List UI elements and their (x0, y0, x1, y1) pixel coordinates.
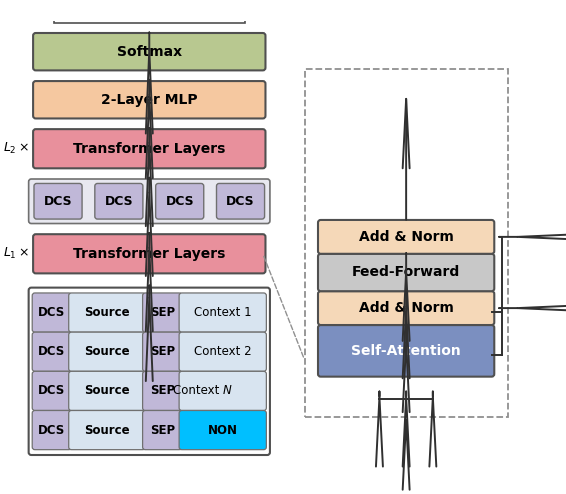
Bar (54, 0, 245, 23)
Bar (305, 70, 508, 417)
FancyBboxPatch shape (32, 332, 71, 371)
FancyBboxPatch shape (179, 411, 267, 450)
FancyBboxPatch shape (143, 371, 182, 411)
Text: Source: Source (84, 345, 130, 358)
Text: Self-Attention: Self-Attention (351, 344, 461, 358)
Text: Context 2: Context 2 (194, 345, 251, 358)
Text: $L_1\times$: $L_1\times$ (3, 246, 29, 261)
Bar (103, 0, 123, 20)
Text: Context: Context (173, 384, 223, 397)
FancyBboxPatch shape (33, 81, 265, 119)
Text: Source: Source (84, 306, 130, 319)
Text: Softmax: Softmax (117, 44, 182, 59)
FancyBboxPatch shape (217, 183, 264, 219)
FancyBboxPatch shape (33, 234, 265, 273)
Text: 2-Layer MLP: 2-Layer MLP (101, 93, 198, 107)
FancyBboxPatch shape (179, 293, 267, 332)
FancyBboxPatch shape (29, 179, 270, 223)
FancyBboxPatch shape (32, 411, 71, 450)
Text: DCS: DCS (38, 423, 66, 437)
Text: SEP: SEP (149, 423, 175, 437)
Text: DCS: DCS (38, 345, 66, 358)
FancyBboxPatch shape (143, 411, 182, 450)
Text: Context 1: Context 1 (194, 306, 251, 319)
Text: Add & Norm: Add & Norm (359, 301, 453, 315)
Text: Source: Source (84, 423, 130, 437)
FancyBboxPatch shape (318, 220, 494, 254)
FancyBboxPatch shape (156, 183, 204, 219)
Text: NON: NON (208, 423, 238, 437)
FancyBboxPatch shape (68, 411, 145, 450)
Text: Add & Norm: Add & Norm (359, 230, 453, 244)
Text: DCS: DCS (38, 384, 66, 397)
FancyBboxPatch shape (318, 325, 494, 376)
FancyBboxPatch shape (179, 371, 267, 411)
Bar (66, 0, 87, 20)
Text: SEP: SEP (149, 384, 175, 397)
FancyBboxPatch shape (29, 288, 270, 455)
Text: DCS: DCS (38, 306, 66, 319)
Bar (139, 4, 159, 20)
Bar (176, 0, 196, 20)
FancyBboxPatch shape (68, 332, 145, 371)
FancyBboxPatch shape (318, 254, 494, 291)
FancyBboxPatch shape (33, 129, 265, 168)
Text: DCS: DCS (226, 195, 255, 208)
FancyBboxPatch shape (318, 291, 494, 325)
Text: SEP: SEP (149, 306, 175, 319)
Text: DCS: DCS (165, 195, 194, 208)
FancyBboxPatch shape (34, 183, 82, 219)
FancyBboxPatch shape (143, 293, 182, 332)
FancyBboxPatch shape (32, 371, 71, 411)
FancyBboxPatch shape (33, 33, 265, 70)
Text: DCS: DCS (105, 195, 133, 208)
Text: Transformer Layers: Transformer Layers (73, 142, 225, 156)
Text: Feed-Forward: Feed-Forward (352, 265, 460, 280)
Text: Transformer Layers: Transformer Layers (73, 247, 225, 261)
FancyBboxPatch shape (143, 332, 182, 371)
Text: SEP: SEP (149, 345, 175, 358)
Text: Source: Source (84, 384, 130, 397)
FancyBboxPatch shape (179, 332, 267, 371)
Text: N: N (223, 384, 231, 397)
FancyBboxPatch shape (68, 293, 145, 332)
Bar (212, 0, 232, 20)
FancyBboxPatch shape (95, 183, 143, 219)
Text: DCS: DCS (44, 195, 72, 208)
FancyBboxPatch shape (68, 371, 145, 411)
Text: $L_2\times$: $L_2\times$ (3, 141, 29, 156)
FancyBboxPatch shape (32, 293, 71, 332)
